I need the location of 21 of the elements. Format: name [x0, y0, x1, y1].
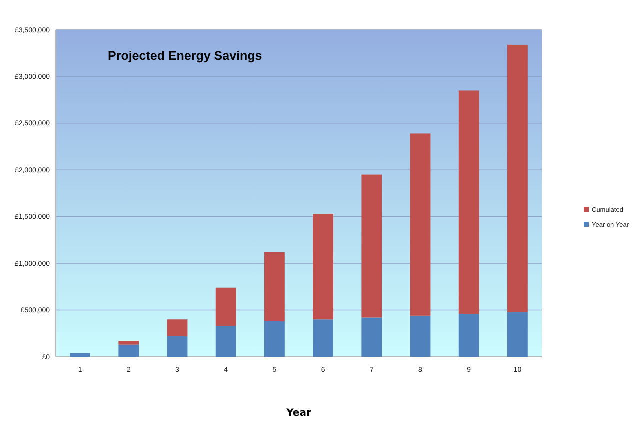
bar [507, 44, 528, 312]
bar [362, 174, 382, 318]
text: Projected Energy Savings [108, 49, 262, 63]
bar [313, 320, 334, 357]
bar [264, 252, 285, 322]
bar [118, 344, 140, 357]
bar [458, 90, 480, 314]
bar [264, 321, 285, 357]
x-axis-title: Year [286, 408, 312, 419]
bar [167, 320, 188, 336]
bar [313, 214, 334, 320]
bar [216, 288, 236, 326]
bar [507, 312, 528, 357]
bar [458, 314, 480, 357]
bar [410, 134, 431, 316]
bar [410, 316, 431, 357]
bar [167, 336, 188, 357]
bar [118, 341, 140, 345]
bar [216, 326, 236, 357]
bar [70, 353, 91, 357]
bar [362, 318, 382, 357]
